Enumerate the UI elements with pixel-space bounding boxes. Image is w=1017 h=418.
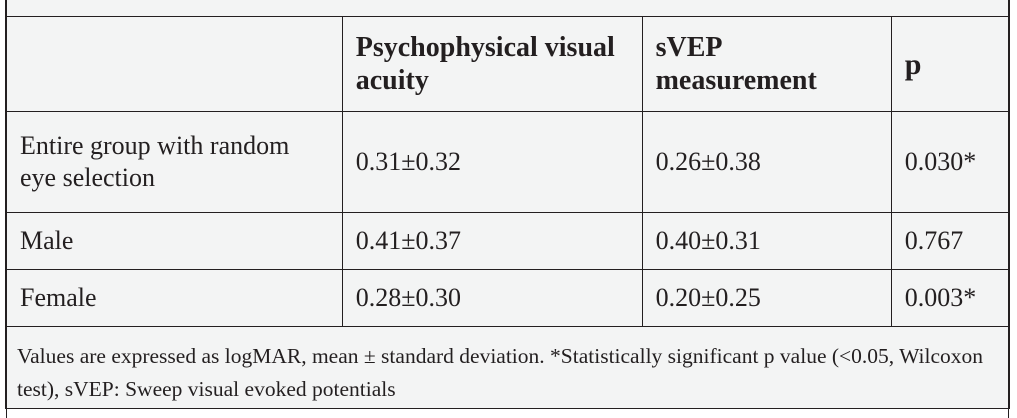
table-header-row: Psychophysical visual acuity sVEP measur… xyxy=(7,17,1009,112)
table-row: Female 0.28±0.30 0.20±0.25 0.003* xyxy=(7,270,1009,327)
row-psychophysical: 0.41±0.37 xyxy=(342,213,642,270)
table-top-cell xyxy=(7,0,1009,17)
row-p: 0.767 xyxy=(891,213,1008,270)
row-p: 0.030* xyxy=(891,112,1008,213)
row-psychophysical: 0.31±0.32 xyxy=(342,112,642,213)
row-svep: 0.26±0.38 xyxy=(642,112,891,213)
row-svep: 0.20±0.25 xyxy=(642,270,891,327)
table-top-strip xyxy=(7,0,1009,17)
row-psychophysical: 0.28±0.30 xyxy=(342,270,642,327)
table-footnote: Values are expressed as logMAR, mean ± s… xyxy=(7,327,1009,418)
header-p: p xyxy=(891,17,1008,112)
row-p: 0.003* xyxy=(891,270,1008,327)
row-label: Entire group with random eye selection xyxy=(7,112,343,213)
results-table-container: Psychophysical visual acuity sVEP measur… xyxy=(5,0,1010,409)
table-footnote-row: Values are expressed as logMAR, mean ± s… xyxy=(7,327,1009,418)
results-table: Psychophysical visual acuity sVEP measur… xyxy=(6,0,1009,418)
header-svep: sVEP measurement xyxy=(642,17,891,112)
header-empty xyxy=(7,17,343,112)
table-row: Entire group with random eye selection 0… xyxy=(7,112,1009,213)
row-svep: 0.40±0.31 xyxy=(642,213,891,270)
header-psychophysical: Psychophysical visual acuity xyxy=(342,17,642,112)
row-label: Male xyxy=(7,213,343,270)
table-row: Male 0.41±0.37 0.40±0.31 0.767 xyxy=(7,213,1009,270)
row-label: Female xyxy=(7,270,343,327)
